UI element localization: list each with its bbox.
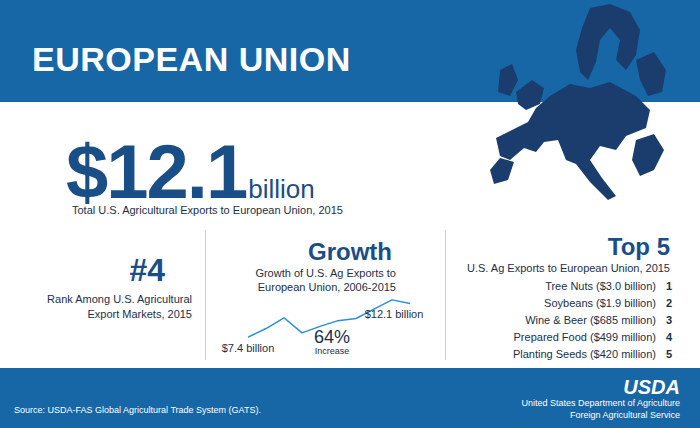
html-text:Tree Nuts ($3.0 billion): Tree Nuts ($3.0 billion) xyxy=(545,280,656,292)
html-text:European Union, 2006-2015: European Union, 2006-2015 xyxy=(257,281,396,293)
html-text:EUROPEAN UNION: EUROPEAN UNION xyxy=(32,40,351,78)
html-text:1: 1 xyxy=(665,280,672,292)
html-text:Prepared Food ($499 million): Prepared Food ($499 million) xyxy=(513,331,656,343)
html-text:Foreign Agricultural Service: Foreign Agricultural Service xyxy=(569,410,680,420)
html-text:Rank Among U.S. Agricultural: Rank Among U.S. Agricultural xyxy=(47,293,192,305)
html-text:5: 5 xyxy=(665,348,672,360)
html-text:3: 3 xyxy=(665,314,672,326)
html-text:Source: USDA-FAS Global Agricu: Source: USDA-FAS Global Agricultural Tra… xyxy=(14,405,261,415)
html-text:billion: billion xyxy=(248,174,315,204)
svg-text:$7.4 billion: $7.4 billion xyxy=(222,342,275,354)
html-text:Increase: Increase xyxy=(314,346,350,356)
html-text:Top 5: Top 5 xyxy=(607,233,670,260)
html-text:United States Department of Ag: United States Department of Agriculture xyxy=(521,398,680,408)
html-text:2: 2 xyxy=(665,297,672,309)
html-text:Total U.S. Agricultural Export: Total U.S. Agricultural Exports to Europ… xyxy=(72,204,343,216)
html-text:U.S. Ag Exports to European Un: U.S. Ag Exports to European Union, 2015 xyxy=(467,262,670,274)
html-text:#4: #4 xyxy=(129,252,165,288)
html-text:64%: 64% xyxy=(314,327,350,347)
html-text:USDA: USDA xyxy=(623,376,680,398)
html-text:Growth of U.S. Ag Exports to: Growth of U.S. Ag Exports to xyxy=(255,267,396,279)
html-text:Export Markets, 2015: Export Markets, 2015 xyxy=(87,308,192,320)
html-text:Wine & Beer ($685 million): Wine & Beer ($685 million) xyxy=(525,314,656,326)
html-text:$12.1: $12.1 xyxy=(66,129,247,214)
html-text:Soybeans ($1.9 billion): Soybeans ($1.9 billion) xyxy=(544,297,656,309)
html-text:Planting Seeds ($420 million): Planting Seeds ($420 million) xyxy=(512,348,656,360)
html-text:4: 4 xyxy=(665,331,672,343)
html-text:Growth: Growth xyxy=(308,238,392,265)
svg-text:$12.1 billion: $12.1 billion xyxy=(365,308,424,320)
